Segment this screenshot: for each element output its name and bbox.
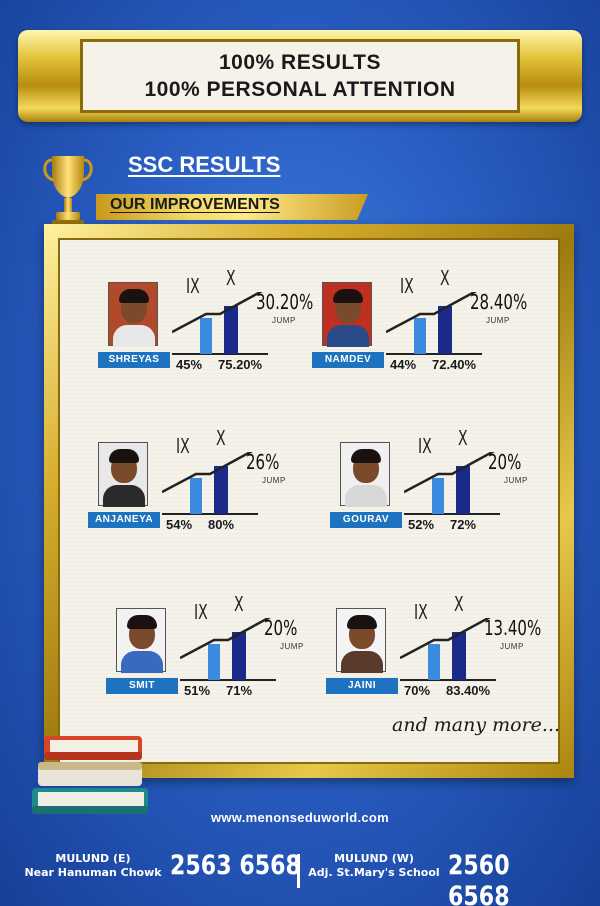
banner-panel: 100% RESULTS 100% PERSONAL ATTENTION xyxy=(80,39,520,113)
grade-x-label: X xyxy=(440,266,450,290)
student-card: ANJANEYA IX X 26% JUMP 54% 80% xyxy=(88,426,308,552)
grade-x-label: X xyxy=(458,426,468,450)
x-score: 72.40% xyxy=(432,357,477,372)
bar-ix xyxy=(208,644,220,680)
jump-percentage: 30.20% xyxy=(256,290,314,314)
ix-score: 70% xyxy=(404,683,431,698)
footer-divider xyxy=(297,854,300,888)
bar-ix xyxy=(414,318,426,354)
improvement-graph xyxy=(172,292,268,355)
bar-x xyxy=(224,306,238,354)
website-link[interactable]: www.menonseduworld.com xyxy=(210,810,390,825)
x-score: 75.20% xyxy=(218,357,263,372)
many-more-text: and many more... xyxy=(392,714,561,736)
jump-percentage: 26% xyxy=(246,450,280,474)
jump-label: JUMP xyxy=(500,642,524,651)
student-name: JAINI xyxy=(326,678,398,694)
top-banner: 100% RESULTS 100% PERSONAL ATTENTION xyxy=(18,30,582,122)
bar-ix xyxy=(200,318,212,354)
student-name: SMIT xyxy=(106,678,178,694)
bar-ix xyxy=(428,644,440,680)
grade-x-label: X xyxy=(226,266,236,290)
improvement-graph xyxy=(180,618,276,681)
jump-label: JUMP xyxy=(272,316,296,325)
x-score: 83.40% xyxy=(446,683,491,698)
grade-x-label: X xyxy=(216,426,226,450)
x-score: 71% xyxy=(226,683,253,698)
student-card: JAINI IX X 13.40% JUMP 70% 83.40% xyxy=(326,592,546,718)
jump-percentage: 28.40% xyxy=(470,290,528,314)
banner-line-2: 100% PERSONAL ATTENTION xyxy=(144,78,456,101)
improvement-graph xyxy=(162,452,258,515)
grade-x-label: X xyxy=(454,592,464,616)
student-photo xyxy=(340,442,390,507)
ix-score: 54% xyxy=(166,517,193,532)
banner-line-1: 100% RESULTS xyxy=(219,51,381,74)
grade-ix-label: IX xyxy=(194,600,208,624)
student-name: SHREYAS xyxy=(98,352,170,368)
bar-ix xyxy=(432,478,444,514)
ix-score: 52% xyxy=(408,517,435,532)
bar-x xyxy=(232,632,246,680)
branch-east-address: Near Hanuman Chowk xyxy=(24,866,162,879)
student-card: NAMDEV IX X 28.40% JUMP 44% 72.40% xyxy=(312,266,532,392)
grade-ix-label: IX xyxy=(414,600,428,624)
jump-label: JUMP xyxy=(486,316,510,325)
jump-percentage: 13.40% xyxy=(484,616,542,640)
ix-score: 44% xyxy=(390,357,417,372)
student-name: NAMDEV xyxy=(312,352,384,368)
bar-x xyxy=(438,306,452,354)
grade-ix-label: IX xyxy=(186,274,200,298)
branch-east-phone[interactable]: 2563 6568 xyxy=(170,850,301,881)
improvement-graph xyxy=(404,452,500,515)
ix-score: 51% xyxy=(184,683,211,698)
branch-east-name: MULUND (E) xyxy=(55,852,131,865)
books-icon xyxy=(32,736,148,814)
student-card: SHREYAS IX X 30.20% JUMP 45% 75.20% xyxy=(98,266,318,392)
bar-ix xyxy=(190,478,202,514)
student-photo xyxy=(98,442,148,507)
branch-west: MULUND (W) Adj. St.Mary's School xyxy=(306,852,442,880)
jump-percentage: 20% xyxy=(264,616,298,640)
student-photo xyxy=(116,608,166,673)
improvement-graph xyxy=(386,292,482,355)
footer: MULUND (E) Near Hanuman Chowk 2563 6568 … xyxy=(0,848,600,906)
jump-label: JUMP xyxy=(262,476,286,485)
student-card: SMIT IX X 20% JUMP 51% 71% xyxy=(106,592,326,718)
improvement-graph xyxy=(400,618,496,681)
jump-percentage: 20% xyxy=(488,450,522,474)
grade-ix-label: IX xyxy=(418,434,432,458)
ssc-results-title: SSC RESULTS xyxy=(128,152,281,177)
ix-score: 45% xyxy=(176,357,203,372)
bar-x xyxy=(452,632,466,680)
branch-east: MULUND (E) Near Hanuman Chowk xyxy=(18,852,168,880)
branch-west-address: Adj. St.Mary's School xyxy=(308,866,440,879)
improvements-title: OUR IMPROVEMENTS xyxy=(110,196,280,213)
grade-ix-label: IX xyxy=(400,274,414,298)
student-photo xyxy=(108,282,158,347)
student-name: ANJANEYA xyxy=(88,512,160,528)
x-score: 72% xyxy=(450,517,477,532)
bar-x xyxy=(214,466,228,514)
branch-west-phone[interactable]: 2560 6568 xyxy=(448,850,510,906)
trophy-icon xyxy=(43,156,93,228)
student-photo xyxy=(336,608,386,673)
branch-west-name: MULUND (W) xyxy=(334,852,414,865)
student-photo xyxy=(322,282,372,347)
student-name: GOURAV xyxy=(330,512,402,528)
bar-x xyxy=(456,466,470,514)
jump-label: JUMP xyxy=(280,642,304,651)
improvements-bar xyxy=(96,194,368,220)
student-card: GOURAV IX X 20% JUMP 52% 72% xyxy=(330,426,550,552)
grade-x-label: X xyxy=(234,592,244,616)
x-score: 80% xyxy=(208,517,235,532)
grade-ix-label: IX xyxy=(176,434,190,458)
jump-label: JUMP xyxy=(504,476,528,485)
